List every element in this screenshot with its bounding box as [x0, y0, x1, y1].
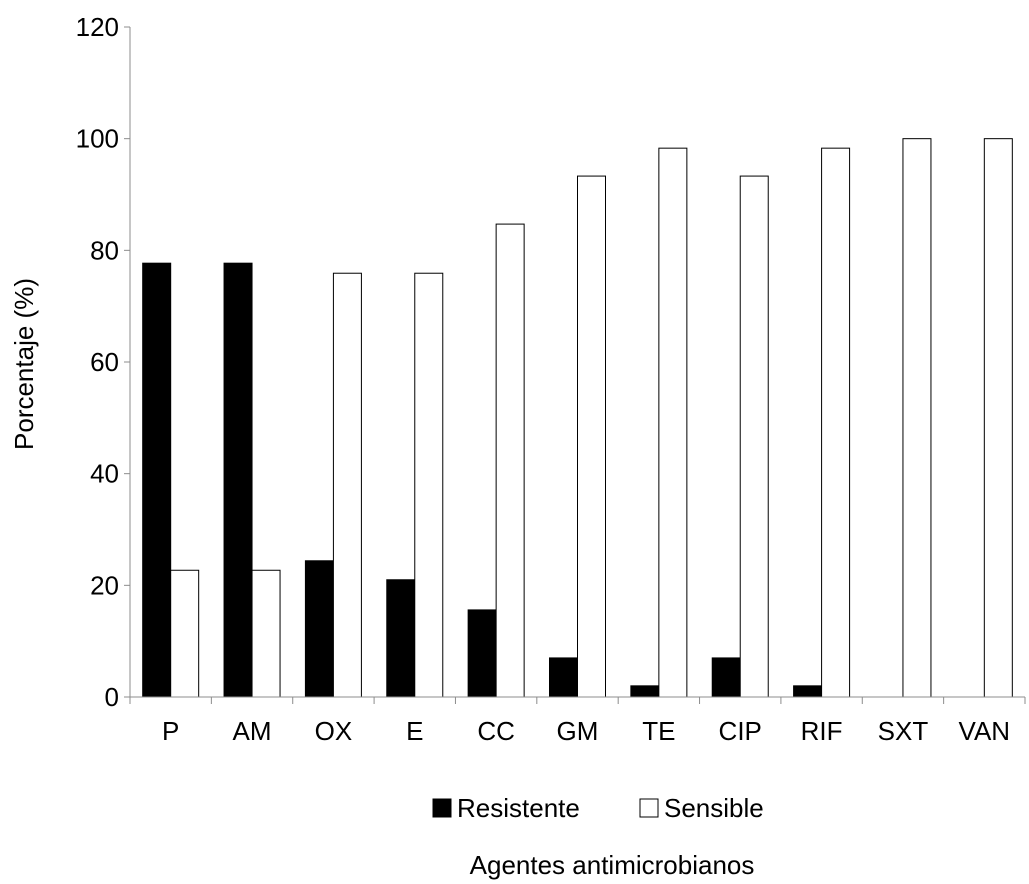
- x-tick-label: E: [406, 716, 423, 746]
- y-tick-label: 80: [90, 235, 119, 265]
- bar-sensible-gm: [577, 175, 606, 698]
- x-tick-label: CC: [477, 716, 515, 746]
- x-tick-label: SXT: [878, 716, 929, 746]
- bar-resistente-gm: [549, 657, 578, 698]
- y-tick-label: 20: [90, 570, 119, 600]
- x-tick-label: VAN: [959, 716, 1011, 746]
- x-tick-label: RIF: [801, 716, 843, 746]
- bar-sensible-p: [170, 569, 200, 698]
- legend-swatch-resistente: [432, 798, 452, 818]
- y-tick-label: 0: [105, 682, 119, 712]
- plot-area: [142, 138, 1013, 698]
- x-tick-label: GM: [557, 716, 599, 746]
- bar-sensible-rif: [821, 147, 851, 698]
- bar-sensible-sxt: [902, 138, 932, 698]
- bar-resistente-cc: [467, 609, 497, 698]
- bar-resistente-p: [142, 262, 172, 698]
- x-tick-label: OX: [315, 716, 353, 746]
- x-tick-label: CIP: [719, 716, 762, 746]
- x-tick-label: P: [162, 716, 179, 746]
- legend-swatch-sensible: [639, 798, 659, 818]
- bar-resistente-ox: [304, 560, 334, 698]
- bar-resistente-e: [386, 579, 416, 698]
- bar-resistente-cip: [711, 657, 741, 698]
- legend-label-resistente: Resistente: [457, 793, 580, 823]
- legend-label-sensible: Sensible: [664, 793, 764, 823]
- bar-resistente-rif: [793, 685, 823, 698]
- bar-sensible-cc: [495, 223, 525, 698]
- y-tick-label: 100: [76, 124, 119, 154]
- x-axis: P AM OX E CC GM TE CIP RIF SXT VAN: [129, 696, 1026, 746]
- y-tick-label: 120: [76, 12, 119, 42]
- y-axis: 0 20 40 60 80 100 120: [76, 12, 131, 712]
- y-axis-title: Porcentaje (%): [9, 278, 39, 450]
- y-tick-label: 40: [90, 459, 119, 489]
- bar-resistente-am: [223, 262, 253, 698]
- x-tick-label: TE: [642, 716, 675, 746]
- x-axis-title: Agentes antimicrobianos: [470, 850, 755, 880]
- legend: Resistente Sensible: [432, 793, 764, 823]
- bar-sensible-am: [251, 569, 281, 698]
- x-tick-label: AM: [233, 716, 272, 746]
- bar-sensible-te: [658, 147, 688, 698]
- y-tick-label: 60: [90, 347, 119, 377]
- bar-resistente-te: [630, 685, 660, 698]
- bar-sensible-van: [983, 138, 1013, 698]
- bar-sensible-ox: [332, 272, 362, 698]
- bar-sensible-e: [414, 272, 444, 698]
- bar-sensible-cip: [739, 175, 769, 698]
